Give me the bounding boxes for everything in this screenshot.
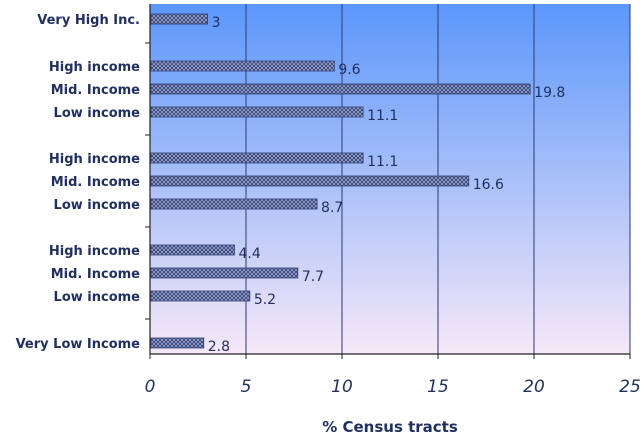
category-label: Mid. Income [51,267,140,282]
x-tick-label: 20 [523,377,545,397]
bar [150,175,470,187]
x-tick-label: 15 [427,377,449,397]
category-label: High income [49,152,140,167]
x-tick-label: 5 [241,377,252,397]
x-tick-label: 0 [145,377,156,397]
category-label: Low income [54,290,141,305]
value-label: 4.4 [238,246,260,262]
category-labels: Very High Inc. High income Mid. Income Low … [16,13,141,352]
value-label: 5.2 [254,292,276,308]
bar [150,290,251,302]
bar [150,106,364,118]
value-label: 11.1 [367,154,398,170]
value-label: 11.1 [367,108,398,124]
bar [150,13,208,25]
value-label: 19.8 [534,85,565,101]
bar [150,198,318,210]
x-tick-labels: 0 5 10 15 20 25 [145,377,641,397]
bar [150,60,335,72]
category-label: Low income [54,198,141,213]
category-label: Mid. Income [51,175,140,190]
value-label: 2.8 [208,339,230,355]
value-label: 9.6 [338,62,360,78]
category-label: Very Low Income [16,337,141,352]
value-labels: 3 9.6 19.8 11.1 11.1 16.6 8.7 4.4 7.7 5.2 2.8 [208,15,566,355]
category-label: High income [49,60,140,75]
bars [150,13,531,349]
category-label: Very High Inc. [37,13,140,28]
category-label: Mid. Income [51,83,140,98]
value-label: 8.7 [321,200,343,216]
bar [150,152,364,164]
x-axis-title: % Census tracts [322,418,458,436]
category-label: Low income [54,106,141,121]
category-label: High income [49,244,140,259]
bar [150,267,299,279]
value-label: 7.7 [302,269,324,285]
x-tick-label: 25 [619,377,641,397]
value-label: 16.6 [473,177,504,193]
bar [150,337,205,349]
x-tick-label: 10 [331,377,353,397]
bar [150,83,531,95]
value-label: 3 [212,15,221,31]
bar [150,244,235,256]
axes [145,4,631,359]
